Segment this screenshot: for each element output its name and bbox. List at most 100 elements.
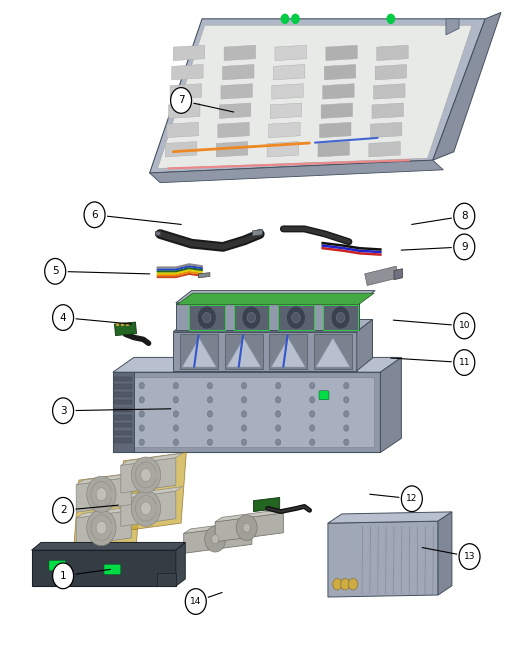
Circle shape [139, 382, 144, 389]
Circle shape [207, 411, 213, 417]
Polygon shape [176, 290, 375, 303]
Polygon shape [173, 332, 357, 371]
Polygon shape [374, 84, 405, 99]
Polygon shape [375, 64, 407, 80]
Circle shape [343, 425, 349, 432]
Polygon shape [324, 64, 356, 80]
Polygon shape [149, 160, 443, 183]
Polygon shape [114, 322, 137, 336]
Polygon shape [114, 408, 132, 412]
Polygon shape [253, 498, 280, 511]
Polygon shape [173, 45, 205, 61]
Polygon shape [273, 64, 305, 80]
Polygon shape [269, 334, 307, 369]
Polygon shape [328, 512, 452, 523]
Circle shape [310, 411, 315, 417]
Polygon shape [113, 372, 381, 452]
Circle shape [52, 305, 74, 330]
Polygon shape [321, 103, 352, 119]
Circle shape [241, 425, 246, 432]
Polygon shape [377, 45, 408, 61]
Polygon shape [121, 457, 176, 493]
Polygon shape [176, 542, 186, 586]
Polygon shape [270, 103, 302, 119]
Polygon shape [323, 84, 354, 99]
Circle shape [310, 425, 315, 432]
Text: 2: 2 [60, 505, 66, 515]
Polygon shape [114, 431, 132, 435]
Circle shape [186, 588, 206, 614]
Circle shape [454, 234, 475, 260]
Polygon shape [323, 305, 358, 330]
FancyBboxPatch shape [49, 561, 66, 571]
Polygon shape [114, 438, 132, 443]
Polygon shape [114, 415, 132, 420]
Polygon shape [216, 141, 248, 157]
Polygon shape [357, 319, 373, 371]
Circle shape [140, 469, 151, 481]
Polygon shape [224, 45, 255, 61]
Circle shape [276, 411, 281, 417]
Circle shape [340, 579, 350, 590]
Polygon shape [76, 472, 138, 485]
Polygon shape [114, 376, 132, 381]
Polygon shape [157, 25, 472, 168]
Circle shape [87, 510, 116, 546]
Polygon shape [381, 358, 401, 452]
Polygon shape [275, 45, 306, 61]
Circle shape [343, 382, 349, 389]
Text: 11: 11 [458, 358, 470, 367]
Circle shape [84, 202, 105, 227]
Polygon shape [271, 338, 305, 367]
Circle shape [241, 411, 246, 417]
Polygon shape [155, 231, 160, 235]
Polygon shape [121, 491, 176, 526]
Circle shape [337, 312, 344, 323]
Polygon shape [198, 273, 210, 278]
Polygon shape [225, 334, 263, 369]
Circle shape [173, 411, 179, 417]
Text: 12: 12 [406, 494, 418, 503]
Polygon shape [113, 372, 134, 452]
Polygon shape [170, 84, 201, 99]
Circle shape [401, 486, 422, 511]
Circle shape [205, 526, 226, 552]
Circle shape [197, 306, 216, 329]
Text: 1: 1 [60, 571, 66, 581]
Circle shape [131, 491, 161, 526]
Circle shape [52, 498, 74, 523]
Polygon shape [219, 103, 251, 119]
Polygon shape [252, 229, 262, 236]
Polygon shape [189, 305, 225, 330]
Polygon shape [438, 512, 452, 595]
Polygon shape [365, 266, 399, 286]
Circle shape [131, 457, 161, 493]
Text: 9: 9 [461, 242, 467, 252]
Polygon shape [372, 103, 403, 119]
Polygon shape [316, 338, 350, 367]
Polygon shape [76, 511, 131, 546]
Polygon shape [328, 521, 438, 597]
Circle shape [207, 397, 213, 403]
Text: 14: 14 [190, 597, 201, 606]
Circle shape [247, 312, 255, 323]
Polygon shape [172, 64, 203, 80]
Polygon shape [369, 141, 400, 157]
Circle shape [173, 397, 179, 403]
Circle shape [139, 397, 144, 403]
Polygon shape [320, 122, 351, 137]
Polygon shape [326, 45, 357, 61]
Polygon shape [114, 384, 132, 389]
Polygon shape [215, 509, 290, 522]
Polygon shape [269, 122, 300, 137]
Circle shape [52, 398, 74, 424]
Circle shape [243, 523, 250, 532]
Circle shape [242, 306, 261, 329]
Text: 7: 7 [178, 95, 184, 106]
Circle shape [139, 439, 144, 445]
Polygon shape [121, 376, 374, 447]
Polygon shape [76, 477, 131, 512]
Circle shape [454, 203, 475, 229]
FancyBboxPatch shape [104, 564, 121, 575]
Polygon shape [272, 84, 303, 99]
